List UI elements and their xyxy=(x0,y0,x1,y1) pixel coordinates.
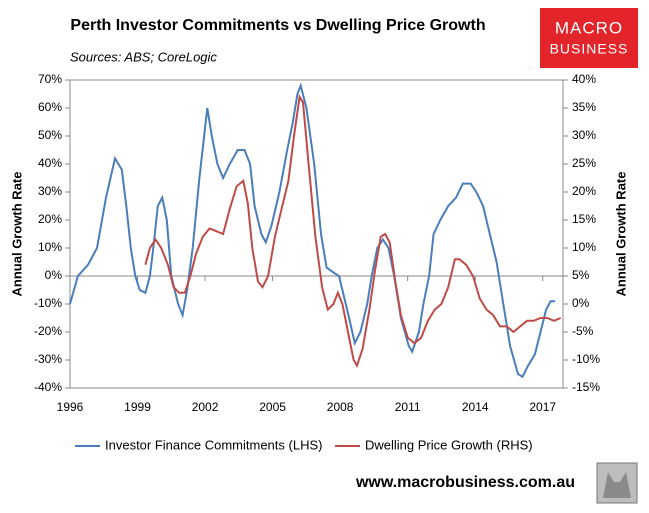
y2-tick-label: 25% xyxy=(572,156,596,170)
x-tick-label: 2008 xyxy=(327,400,354,414)
logo-box xyxy=(540,8,638,68)
x-tick-label: 2011 xyxy=(395,400,421,414)
chart-title: Perth Investor Commitments vs Dwelling P… xyxy=(70,17,485,34)
y-tick-label: -20% xyxy=(34,324,62,338)
legend-label: Investor Finance Commitments (LHS) xyxy=(105,437,322,452)
x-tick-label: 1996 xyxy=(57,400,84,414)
wolf-icon-shape xyxy=(603,472,631,498)
y-tick-label: 20% xyxy=(38,212,62,226)
series-line xyxy=(144,93,562,368)
y-tick-label: -10% xyxy=(34,296,62,310)
y-tick-label: 10% xyxy=(38,240,62,254)
logo-text: BUSINESS xyxy=(550,41,629,57)
y-axis-label: Annual Growth Rate xyxy=(9,172,24,297)
y2-tick-label: 15% xyxy=(572,212,596,226)
footer-url: www.macrobusiness.com.au xyxy=(355,474,575,491)
plot-frame xyxy=(69,79,564,389)
y2-tick-label: 30% xyxy=(572,128,596,142)
legend-label: Dwelling Price Growth (RHS) xyxy=(365,437,533,452)
y-tick-label: 60% xyxy=(38,100,62,114)
chart-subtitle: Sources: ABS; CoreLogic xyxy=(70,49,217,64)
y-tick-label: -30% xyxy=(34,352,62,366)
y2-tick-label: 0% xyxy=(572,296,590,310)
y2-axis-label: Annual Growth Rate xyxy=(613,172,628,297)
x-tick-label: 2017 xyxy=(529,400,556,414)
y2-tick-label: 10% xyxy=(572,240,596,254)
x-tick-label: 2014 xyxy=(462,400,489,414)
x-tick-label: 2005 xyxy=(259,400,286,414)
logo-text: MACRO xyxy=(555,18,623,37)
y-tick-label: 30% xyxy=(38,184,62,198)
y2-tick-label: -5% xyxy=(572,324,594,338)
y-tick-label: 40% xyxy=(38,156,62,170)
y2-tick-label: 20% xyxy=(572,184,596,198)
series-line xyxy=(69,82,556,379)
x-tick-label: 2002 xyxy=(192,400,219,414)
y-tick-label: 0% xyxy=(45,268,63,282)
y-tick-label: -40% xyxy=(34,380,62,394)
y2-tick-label: -10% xyxy=(572,352,600,366)
y2-tick-label: 5% xyxy=(572,268,590,282)
x-tick-label: 1999 xyxy=(124,400,151,414)
y-tick-label: 50% xyxy=(38,128,62,142)
y-tick-label: 70% xyxy=(38,72,62,86)
y2-tick-label: -15% xyxy=(572,380,600,394)
y2-tick-label: 35% xyxy=(572,100,596,114)
y2-tick-label: 40% xyxy=(572,72,596,86)
